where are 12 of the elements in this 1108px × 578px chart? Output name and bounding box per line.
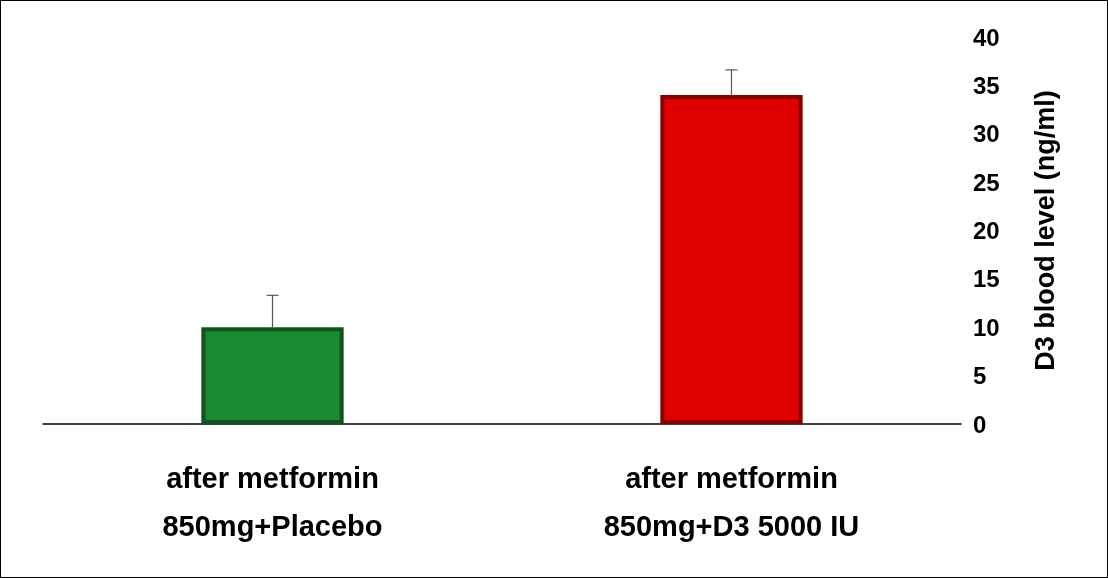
- y-tick-label: 30: [973, 120, 1000, 148]
- x-tick-label: after metformin 850mg+D3 5000 IU: [603, 462, 860, 542]
- x-tick-label: after metformin 850mg+Placebo: [162, 462, 383, 542]
- y-tick-label: 25: [973, 168, 1000, 196]
- y-tick-label: 10: [973, 313, 1000, 341]
- y-tick-label: 20: [973, 217, 1000, 244]
- y-tick-label: 5: [973, 362, 987, 390]
- y-tick-label: 0: [973, 410, 987, 438]
- y-tick-label: 35: [973, 71, 1000, 99]
- y-tick-label: 15: [973, 265, 1000, 293]
- y-axis-title: D3 blood level (ng/ml): [1029, 90, 1060, 371]
- y-tick-label: 40: [973, 23, 1000, 51]
